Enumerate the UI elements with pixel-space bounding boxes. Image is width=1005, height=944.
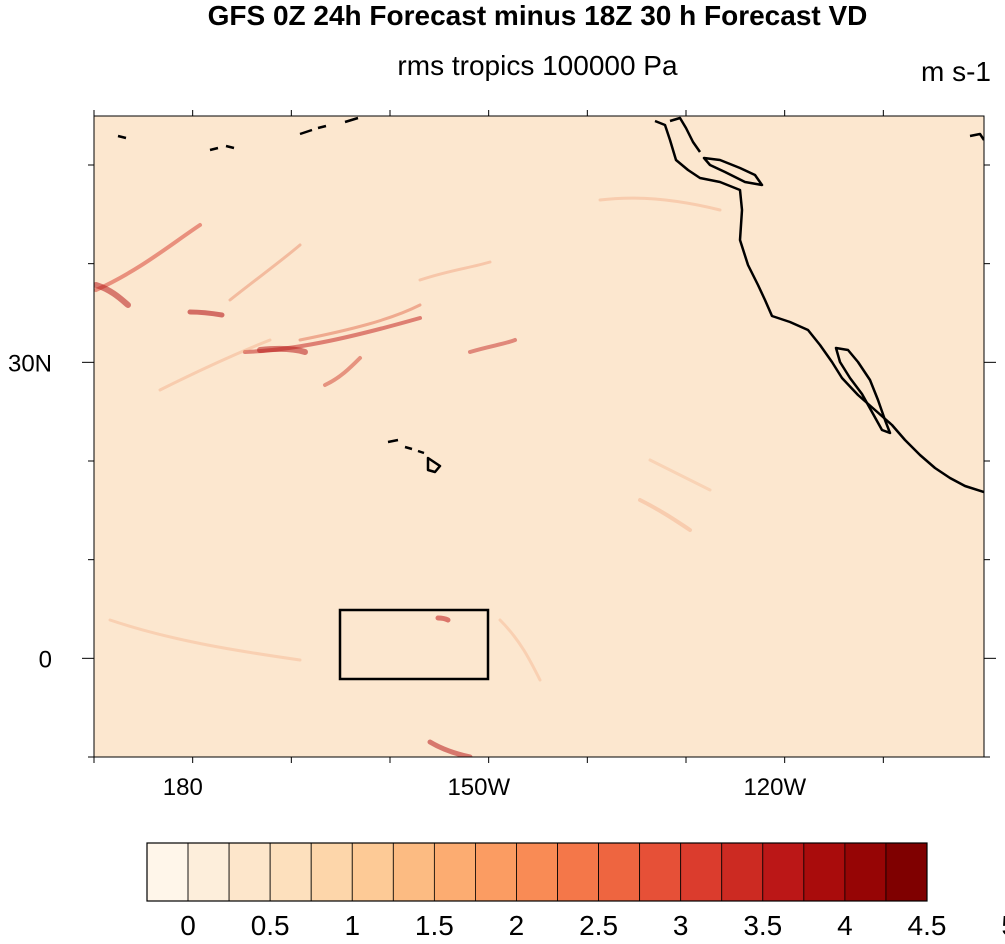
colorbar-label: 2.5 [579,910,618,941]
units-label: m s-1 [921,56,991,87]
colorbar-label: 1 [344,910,360,941]
coastline-alaska-south [669,116,702,153]
field-background [94,116,984,757]
colorbar-label: 5 [1001,910,1005,941]
field-features [94,196,722,757]
colorbar-swatch [475,842,517,902]
hawaii-islands [387,438,442,474]
lat-tick-label: 30N [8,350,52,377]
axis-ticks [82,110,996,763]
colorbar-swatch [762,842,805,902]
colorbar-label: 3 [673,910,689,941]
map-frame [93,115,985,758]
coastlines [117,116,984,494]
colorbar-label: 4.5 [908,910,947,941]
colorbar-swatch [639,842,682,902]
coastline-north-america [654,119,984,494]
colorbar-swatch [598,842,641,902]
lon-tick-label: 180 [163,774,203,801]
colorbar-swatch [516,842,558,902]
colorbar-label: 0.5 [251,910,290,941]
colorbar-swatch [351,842,394,902]
colorbar-swatch [146,842,189,902]
colorbar-swatch [721,842,764,902]
region-box [338,608,490,681]
colorbar-label: 4 [837,910,853,941]
field-texture [94,116,984,757]
axis-tick-labels: 180 150W 120W 30N 0 [8,350,807,801]
chart-title: GFS 0Z 24h Forecast minus 18Z 30 h Forec… [207,0,868,31]
colorbar-swatch [680,842,723,902]
lon-tick-label: 150W [447,774,510,801]
colorbar-label: 0 [180,910,196,941]
coastline-east-edge [969,132,984,141]
colorbar: 0 0.5 1 1.5 2 2.5 3 3.5 4 4.5 5 [146,842,1005,941]
colorbar-frame [146,842,928,902]
colorbar-swatch [187,842,230,902]
coastline-baja [834,346,892,435]
colorbar-swatch [433,842,476,902]
colorbar-label: 2 [509,910,525,941]
colorbar-label: 1.5 [415,910,454,941]
coastline-sf-bay [702,156,764,187]
lat-tick-label: 0 [39,646,52,673]
colorbar-label: 3.5 [743,910,782,941]
colorbar-swatch [844,842,887,902]
colorbar-swatch [885,842,928,902]
colorbar-swatch [269,842,312,902]
lon-tick-label: 120W [743,774,806,801]
aleutian-islands [117,116,359,152]
colorbar-swatch [557,842,599,902]
colorbar-swatch [310,842,353,902]
colorbar-swatch [803,842,846,902]
colorbar-swatch [392,842,435,902]
colorbar-swatch [228,842,271,902]
chart-subtitle: rms tropics 100000 Pa [397,50,678,81]
map-plot-area [94,116,984,757]
